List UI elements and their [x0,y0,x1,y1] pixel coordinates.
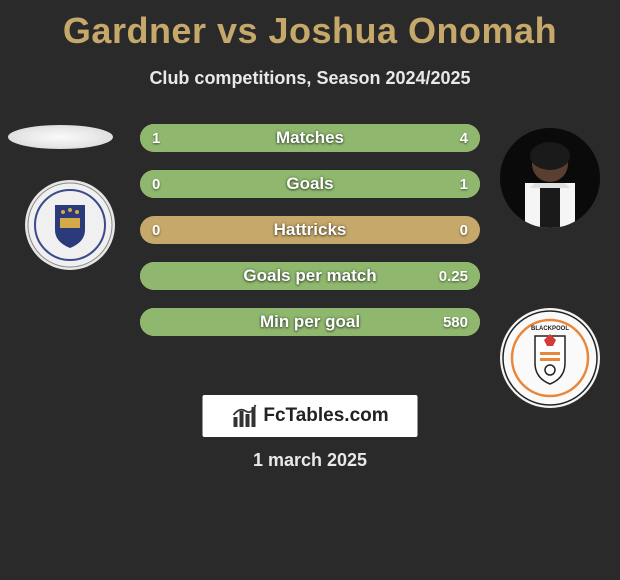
page-title: Gardner vs Joshua Onomah [0,0,620,52]
player-left-photo [8,125,113,149]
watermark-text: FcTables.com [263,405,388,427]
watermark-icon [231,403,257,429]
watermark: FcTables.com [203,395,418,437]
stat-row: 01Goals [140,170,480,198]
player-right-photo [500,128,600,228]
stat-row: 14Matches [140,124,480,152]
club-left-badge [25,180,115,270]
stat-row: 00Hattricks [140,216,480,244]
stat-label: Matches [140,124,480,152]
club-right-badge: BLACKPOOL [500,308,600,408]
stat-label: Min per goal [140,308,480,336]
stat-label: Goals per match [140,262,480,290]
stat-row: 580Min per goal [140,308,480,336]
stat-label: Goals [140,170,480,198]
date-label: 1 march 2025 [0,450,620,471]
svg-text:BLACKPOOL: BLACKPOOL [531,326,569,332]
stats-bars: 14Matches 01Goals 00Hattricks 0.25Goals per… [140,124,480,354]
stat-label: Hattricks [140,216,480,244]
stat-row: 0.25Goals per match [140,262,480,290]
subtitle: Club competitions, Season 2024/2025 [0,68,620,89]
